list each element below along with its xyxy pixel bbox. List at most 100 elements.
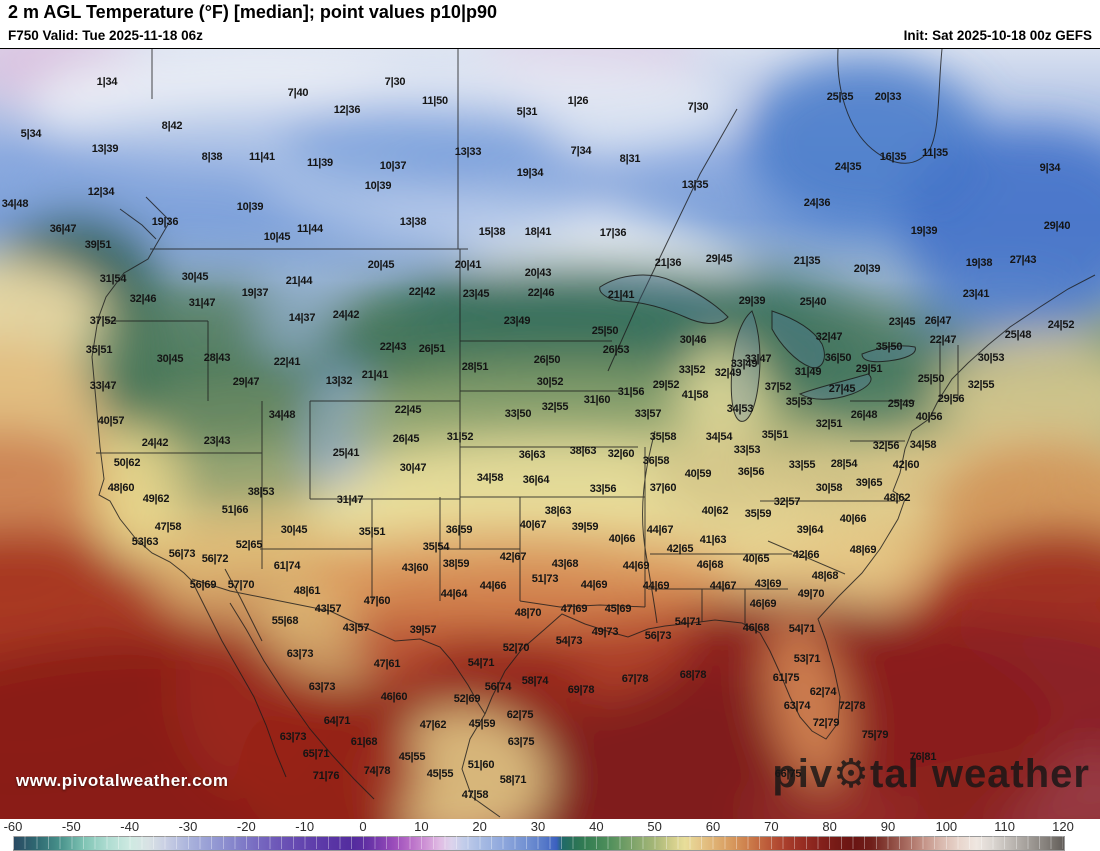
point-value: 18|41: [524, 226, 552, 238]
point-value: 23|49: [503, 315, 531, 327]
point-value: 23|45: [888, 316, 916, 328]
point-value: 33|47: [744, 353, 772, 365]
point-value: 51|60: [467, 759, 495, 771]
colorbar-tick: 100: [935, 819, 958, 834]
point-value: 46|68: [742, 622, 770, 634]
point-value: 25|41: [332, 447, 360, 459]
point-value: 41|58: [681, 389, 709, 401]
point-value: 42|66: [792, 549, 820, 561]
point-value: 49|70: [797, 588, 825, 600]
point-value: 46|68: [696, 559, 724, 571]
point-value: 63|73: [308, 681, 336, 693]
point-value: 44|69: [642, 580, 670, 592]
point-value: 32|51: [815, 418, 843, 430]
valid-time-label: F750 Valid: Tue 2025-11-18 06z: [8, 28, 203, 43]
point-value: 26|47: [924, 315, 952, 327]
point-value: 32|60: [607, 448, 635, 460]
point-value: 31|56: [617, 386, 645, 398]
point-value: 44|69: [580, 579, 608, 591]
point-value: 56|73: [644, 630, 672, 642]
point-value: 23|45: [462, 288, 490, 300]
point-value: 44|69: [622, 560, 650, 572]
point-value: 33|52: [678, 364, 706, 376]
point-value: 29|40: [1043, 220, 1071, 232]
point-values-layer: 1|34 7|40 8|42 12|36 5|34 13|39 8|38 11|41 11|39…: [0, 49, 1100, 819]
point-value: 32|49: [714, 367, 742, 379]
point-value: 64|71: [323, 715, 351, 727]
point-value: 57|70: [227, 579, 255, 591]
point-value: 41|63: [699, 534, 727, 546]
colorbar-tick: 60: [705, 819, 721, 834]
map-title: 2 m AGL Temperature (°F) [median]; point…: [8, 2, 497, 22]
point-value: 7|40: [287, 87, 309, 99]
point-value: 54|73: [555, 635, 583, 647]
point-value: 33|57: [634, 408, 662, 420]
point-value: 45|55: [426, 768, 454, 780]
point-value: 39|64: [796, 524, 824, 536]
point-value: 44|67: [709, 580, 737, 592]
colorbar-cell-lines: [13, 836, 1063, 849]
point-value: 34|48: [268, 409, 296, 421]
point-value: 35|51: [761, 429, 789, 441]
point-value: 24|42: [332, 309, 360, 321]
point-value: 26|51: [418, 343, 446, 355]
point-value: 7|30: [384, 76, 406, 88]
point-value: 61|74: [273, 560, 301, 572]
point-value: 69|78: [567, 684, 595, 696]
point-value: 26|53: [602, 344, 630, 356]
logo-text-left: piv: [772, 752, 834, 796]
colorbar-tick: 40: [589, 819, 604, 834]
point-value: 21|44: [285, 275, 313, 287]
point-value: 22|42: [408, 286, 436, 298]
point-value: 7|30: [687, 101, 709, 113]
point-value: 42|65: [666, 543, 694, 555]
point-value: 1|34: [96, 76, 118, 88]
point-value: 32|46: [129, 293, 157, 305]
point-value: 27|45: [828, 383, 856, 395]
point-value: 58|71: [499, 774, 527, 786]
point-value: 7|34: [570, 145, 592, 157]
temperature-colorbar: -60 -50 -40 -30 -20 -10 0 10 20 30 40 50 60 70 80 90 100…: [0, 819, 1100, 851]
point-value: 16|35: [879, 151, 907, 163]
colorbar-tick-labels: -60 -50 -40 -30 -20 -10 0 10 20 30 40 50 60 70 80 90 100…: [4, 819, 1074, 835]
point-value: 8|31: [619, 153, 641, 165]
point-value: 34|54: [705, 431, 733, 443]
point-value: 63|75: [507, 736, 535, 748]
point-value: 37|52: [89, 315, 117, 327]
point-value: 47|58: [154, 521, 182, 533]
point-value: 40|62: [701, 505, 729, 517]
colorbar-tick: 0: [359, 819, 367, 834]
point-value: 52|70: [502, 642, 530, 654]
point-value: 40|66: [608, 533, 636, 545]
point-value: 54|71: [467, 657, 495, 669]
point-value: 26|50: [533, 354, 561, 366]
temperature-map-canvas: 1|34 7|40 8|42 12|36 5|34 13|39 8|38 11|41 11|39…: [0, 48, 1100, 820]
point-value: 61|68: [350, 736, 378, 748]
point-value: 25|40: [799, 296, 827, 308]
colorbar-tick: 70: [764, 819, 779, 834]
point-value: 33|55: [788, 459, 816, 471]
point-value: 39|57: [409, 624, 437, 636]
point-value: 50|62: [113, 457, 141, 469]
point-value: 32|47: [815, 331, 843, 343]
colorbar-tick: -20: [236, 819, 256, 834]
point-value: 31|47: [336, 494, 364, 506]
point-value: 28|43: [203, 352, 231, 364]
point-value: 40|57: [97, 415, 125, 427]
point-value: 48|68: [811, 570, 839, 582]
point-value: 36|47: [49, 223, 77, 235]
colorbar-tick: 120: [1052, 819, 1074, 834]
point-value: 35|59: [744, 508, 772, 520]
point-value: 62|74: [809, 686, 837, 698]
gear-icon: ⚙: [833, 752, 871, 796]
point-value: 48|60: [107, 482, 135, 494]
point-value: 22|45: [394, 404, 422, 416]
point-value: 45|59: [468, 718, 496, 730]
point-value: 30|45: [280, 524, 308, 536]
point-value: 25|35: [826, 91, 854, 103]
watermark-link[interactable]: www.pivotalweather.com: [16, 771, 229, 790]
point-value: 72|79: [812, 717, 840, 729]
point-value: 53|71: [793, 653, 821, 665]
colorbar-tick: 90: [880, 819, 896, 834]
colorbar-tick: -50: [61, 819, 81, 834]
